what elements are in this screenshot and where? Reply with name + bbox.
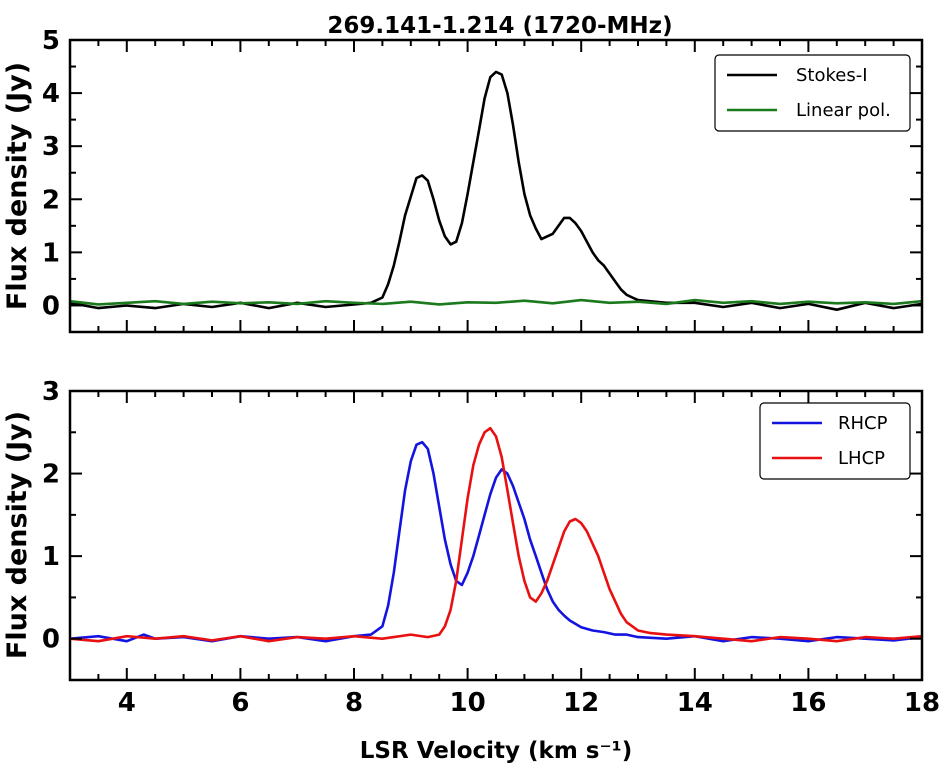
top-y-tick-label: 0 [42,291,60,321]
top-panel-ticks: 0 1 2 3 4 5 [42,26,923,333]
bottom-x-tick-label: 10 [450,688,486,718]
top-y-tick-label: 2 [42,185,60,215]
bottom-panel-x-axis-label: LSR Velocity (km s⁻¹) [360,738,632,764]
bottom-panel-y-axis-label: Flux density (Jy) [2,411,33,659]
bottom-x-tick-label: 6 [231,688,249,718]
figure-title: 269.141-1.214 (1720-MHz) [327,13,672,39]
top-panel-frame [68,38,924,334]
top-series-stokes-i [69,70,923,311]
bottom-y-tick-label: 2 [42,460,60,490]
bottom-x-tick-label: 14 [677,688,713,718]
bottom-x-tick-label: 4 [118,688,136,718]
top-panel-spectrum: 0 1 2 3 4 5 Flux density (Jy) Stokes-I Linear… [2,26,924,334]
legend-label-lhcp: LHCP [838,448,885,469]
bottom-panel-legend-box [759,402,911,480]
legend-label-stokes-i: Stokes-I [796,65,868,86]
bottom-y-tick-label: 1 [42,542,60,572]
top-y-tick-label: 1 [42,238,60,268]
bottom-panel-frame [68,389,924,682]
top-y-tick-label: 5 [42,26,60,56]
bottom-x-tick-label: 8 [345,688,363,718]
legend-label-linear-pol: Linear pol. [796,100,891,121]
top-panel-series [69,70,923,311]
bottom-y-tick-label: 3 [42,377,60,407]
top-y-tick-label: 3 [42,132,60,162]
legend-label-rhcp: RHCP [838,413,888,434]
bottom-y-tick-label: 0 [42,625,60,655]
top-series-linear-pol [69,298,923,306]
top-panel-y-axis-label: Flux density (Jy) [2,62,33,310]
bottom-series-lhcp [69,426,923,643]
bottom-x-tick-label: 18 [904,688,940,718]
bottom-panel-legend: RHCP LHCP [759,402,911,480]
bottom-panel-series [69,426,923,643]
bottom-x-tick-label: 12 [563,688,599,718]
top-panel-legend: Stokes-I Linear pol. [714,54,911,132]
top-y-tick-label: 4 [42,79,60,109]
bottom-x-tick-label: 16 [790,688,826,718]
